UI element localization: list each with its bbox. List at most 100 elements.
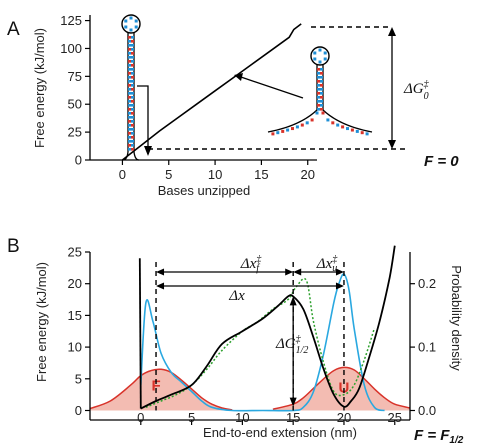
stem-bead	[317, 100, 320, 103]
barrier-half-arrowhead-down	[289, 397, 297, 407]
stem-bead	[131, 36, 134, 39]
panel-b-right-tick-label: 0.0	[418, 403, 436, 418]
stem-bead	[131, 68, 134, 71]
stem-bead	[320, 108, 323, 111]
stem-bead	[320, 72, 323, 75]
barrier-arrowhead-up	[388, 27, 396, 36]
panel-a: A Free energy (kJ/mol) Bases unzipped 0 2…	[7, 13, 459, 198]
stem-bead	[128, 36, 131, 39]
panel-a-ytick-label: 125	[60, 13, 82, 28]
stem-bead	[131, 80, 134, 83]
arm-bead	[360, 131, 364, 135]
stem-bead	[131, 88, 134, 91]
arm-bead	[315, 111, 319, 115]
panel-b-ylabel-right: Probability density	[449, 265, 464, 371]
distance-annotations	[155, 262, 345, 411]
stem-bead	[128, 148, 131, 151]
panel-b: B Free energy (kJ/mol) Probability densi…	[7, 236, 464, 443]
arm-bead	[336, 123, 340, 127]
arm-bead	[350, 128, 354, 132]
stem-bead	[131, 112, 134, 115]
loop-bead	[124, 25, 128, 29]
stem-bead	[131, 148, 134, 151]
dx-f-label: Δx‡ f	[240, 254, 262, 274]
dx-f-arrow-head-left	[156, 268, 165, 276]
energy-wall-left	[138, 258, 142, 409]
unzip-arrowhead	[144, 146, 152, 156]
folded-state-label: F	[151, 377, 160, 394]
panel-a-label: A	[7, 19, 20, 40]
unfolded-state-label: U	[339, 379, 350, 396]
panel-b-xlabel: End-to-end extension (nm)	[203, 425, 357, 440]
stem-bead	[128, 128, 131, 131]
panel-a-ytick-label: 0	[75, 153, 82, 168]
stem-bead	[131, 140, 134, 143]
stem-bead	[128, 44, 131, 47]
stem-bead	[131, 132, 134, 135]
arm-bead	[365, 132, 369, 136]
panel-a-xtick-label: 15	[254, 167, 268, 182]
panel-b-xtick-label: 15	[286, 410, 300, 425]
stem-bead	[128, 116, 131, 119]
stem-bead	[128, 80, 131, 83]
panel-b-xtick-label: 0	[137, 410, 144, 425]
loop-bead	[134, 19, 138, 23]
panel-b-ytick-label: 0	[75, 403, 82, 418]
loop-bead	[318, 60, 322, 64]
dx-u-arrow-head-left	[293, 268, 302, 276]
stem-bead	[131, 120, 134, 123]
stem-bead	[131, 44, 134, 47]
arm-bead	[291, 127, 294, 131]
unfolded-distribution-fill	[272, 367, 410, 411]
barrier-arrowhead-down	[388, 140, 396, 149]
stem-bead	[131, 64, 134, 67]
stem-bead	[131, 108, 134, 111]
stem-bead	[131, 136, 134, 139]
stem-bead	[317, 80, 320, 83]
panel-b-xtick-label: 5	[188, 410, 195, 425]
loop-bead	[129, 28, 133, 32]
stem-bead	[131, 116, 134, 119]
stem-bead	[320, 68, 323, 71]
stem-bead	[128, 124, 131, 127]
stem-bead	[128, 48, 131, 51]
panel-b-ytick-label: 15	[68, 308, 82, 323]
stem-bead	[317, 108, 320, 111]
loop-bead	[323, 51, 327, 55]
delta-g-half-label: ΔG‡ 1/2	[275, 334, 308, 356]
stem-bead	[131, 128, 134, 131]
probability-density-curve	[140, 273, 385, 412]
loop-bead	[129, 16, 133, 20]
arm-bead	[310, 118, 314, 122]
arm-bead	[295, 125, 299, 129]
arm-bead	[346, 127, 349, 131]
free-energy-series	[121, 23, 302, 161]
stem-bead	[317, 68, 320, 71]
stem-bead	[317, 72, 320, 75]
dx-f-arrow-head-right	[285, 268, 294, 276]
force-zero-label: F = 0	[424, 153, 459, 170]
stem-bead	[131, 40, 134, 43]
stem-bead	[131, 84, 134, 87]
panel-a-xtick-label: 0	[119, 167, 126, 182]
stem-bead	[128, 52, 131, 55]
force-half-label: F = F1/2	[414, 427, 464, 443]
panel-b-ytick-label: 25	[68, 245, 82, 260]
stem-bead	[128, 64, 131, 67]
delta-g0-label: ΔG‡ 0	[403, 79, 430, 102]
stem-bead	[128, 120, 131, 123]
arm-bead	[305, 121, 309, 125]
arm-bead	[276, 131, 280, 135]
stem-bead	[131, 76, 134, 79]
panel-b-xtick-label: 25	[388, 410, 402, 425]
stem-bead	[128, 100, 131, 103]
stem-bead	[320, 84, 323, 87]
stem-bead	[128, 68, 131, 71]
stem-bead	[131, 96, 134, 99]
panel-b-xtick-label: 20	[337, 410, 351, 425]
stem-bead	[131, 104, 134, 107]
stem-bead	[320, 104, 323, 107]
panel-a-ytick-label: 50	[68, 97, 82, 112]
panel-a-xlabel: Bases unzipped	[158, 183, 251, 198]
stem-bead	[128, 84, 131, 87]
